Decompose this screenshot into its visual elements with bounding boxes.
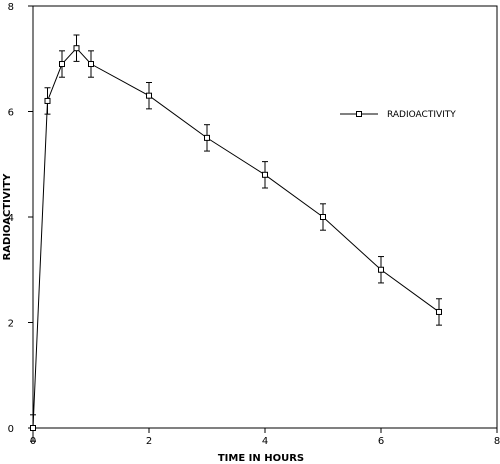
y-axis-ticks: 0 2 4 6 8	[8, 2, 33, 435]
data-point-marker	[204, 134, 210, 141]
y-axis-label: RADIOACTIVITY	[2, 173, 13, 261]
x-tick-label: 4	[262, 436, 268, 447]
data-point-marker	[59, 61, 65, 68]
legend-label: RADIOACTIVITY	[387, 110, 456, 120]
data-point-marker	[378, 266, 384, 273]
y-tick-label: 2	[8, 319, 14, 330]
y-tick-label: 6	[8, 108, 14, 119]
data-point-marker	[88, 61, 94, 68]
data-point-marker	[262, 171, 268, 178]
legend-marker	[356, 111, 362, 117]
series-radioactivity	[30, 34, 442, 442]
x-tick-label: 2	[146, 436, 152, 447]
x-tick-label: 8	[494, 436, 500, 447]
data-point-marker	[146, 92, 152, 99]
y-tick-label: 0	[8, 424, 14, 435]
data-point-marker	[436, 308, 442, 315]
y-tick-label: 8	[8, 2, 14, 13]
axes	[32, 5, 498, 429]
data-point-marker	[30, 425, 36, 431]
data-point-marker	[44, 97, 51, 104]
data-point-marker	[73, 45, 80, 52]
x-tick-label: 6	[378, 436, 384, 447]
x-axis-label: TIME IN HOURS	[218, 453, 304, 464]
plot-frame	[32, 5, 498, 429]
series-line	[32, 47, 440, 429]
data-point-marker	[320, 214, 326, 220]
y-tick-label: 4	[8, 213, 14, 224]
legend: RADIOACTIVITY	[340, 110, 456, 120]
